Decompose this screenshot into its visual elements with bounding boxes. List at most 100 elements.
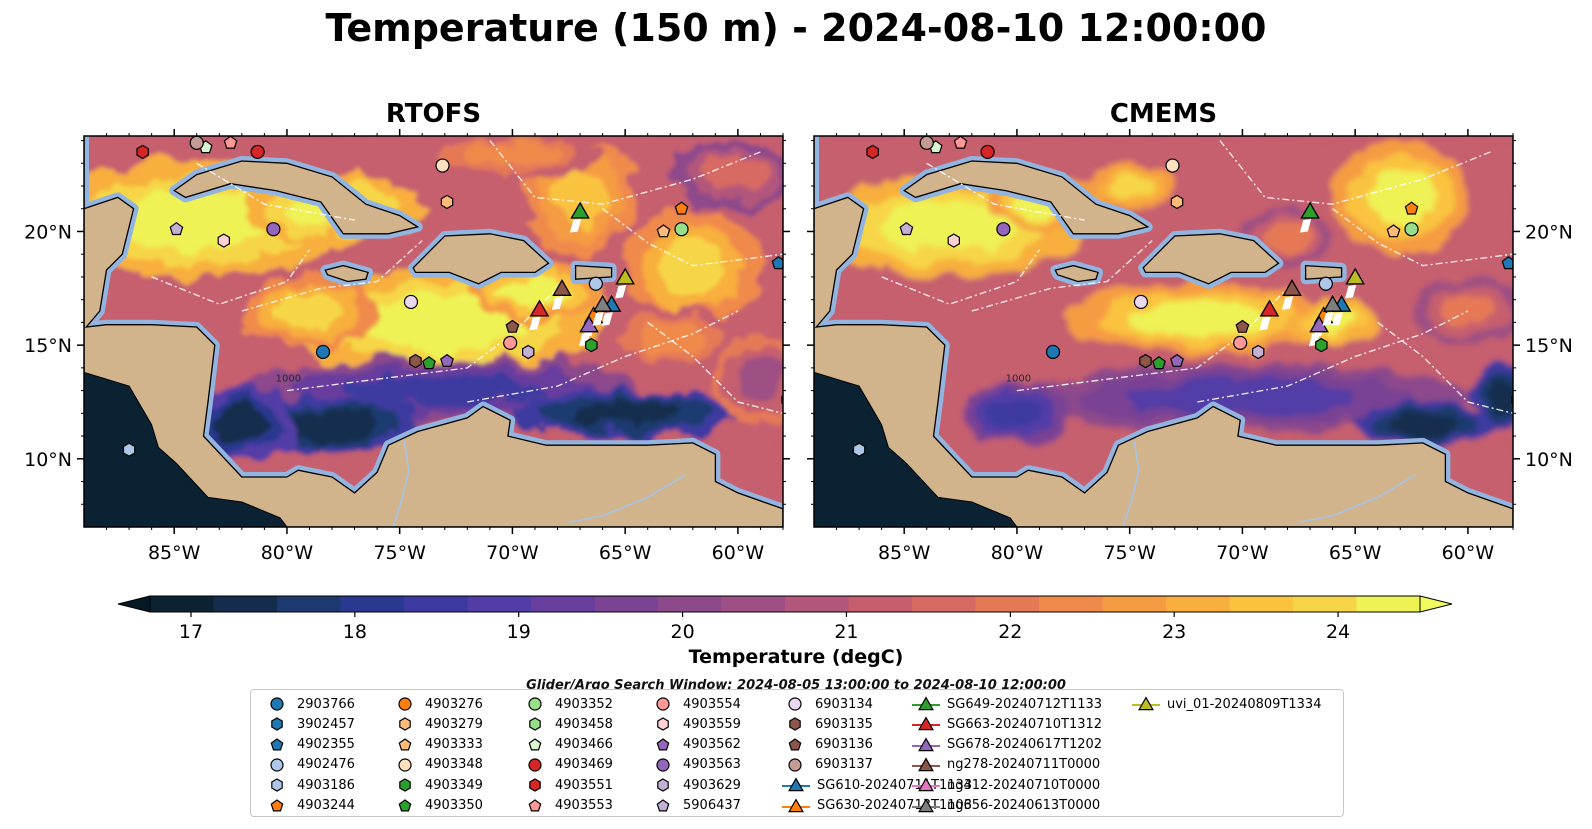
legend-label: 4903350	[425, 798, 483, 813]
float-marker	[409, 353, 422, 369]
legend-circle-icon	[398, 758, 412, 772]
colorbar-extend-low	[117, 595, 151, 613]
legend-hexagon-icon	[657, 717, 669, 731]
legend-item: SG649-20240712T1133	[911, 694, 1102, 714]
legend-label: 4903333	[425, 737, 483, 753]
float-marker	[1235, 319, 1250, 333]
land-hispaniola	[1142, 233, 1280, 285]
legend-label: 4903279	[425, 716, 483, 732]
legend-marker-icon	[912, 797, 940, 812]
colorbar-bin	[1229, 596, 1294, 612]
legend-item: SG630-20240713T1103	[781, 796, 972, 816]
float-marker	[315, 344, 331, 360]
legend-label: 4903562	[683, 737, 741, 753]
glider-marker	[1345, 267, 1365, 285]
float-marker	[1404, 201, 1419, 215]
legend-label: 5906437	[683, 798, 741, 813]
colorbar-bin	[340, 596, 405, 612]
float-marker	[947, 233, 961, 248]
lat-tick-label: 20°N	[24, 221, 72, 243]
legend-item: 6903135	[781, 714, 873, 734]
map-frame	[83, 135, 784, 528]
colorbar-bin	[912, 596, 976, 612]
legend-label: 4903352	[555, 696, 613, 712]
colorbar: 17 18 19 20 21 22 23 24	[117, 595, 1453, 643]
float-marker	[505, 319, 520, 333]
float-marker	[919, 136, 934, 150]
legend-hexagon-icon	[399, 717, 411, 731]
legend-item: 4903629	[649, 775, 741, 795]
lon-tick-label: 65°W	[1329, 542, 1382, 564]
legend-pentagon-icon	[270, 798, 284, 811]
lon-tick-label: 60°W	[712, 542, 765, 564]
legend-label: 2903766	[297, 696, 355, 712]
legend-marker-icon	[270, 697, 284, 711]
float-marker	[1165, 158, 1180, 173]
legend-label: SG610-20240711T1133	[817, 777, 973, 793]
glider-marker	[552, 278, 572, 296]
legend-marker-icon	[398, 758, 412, 772]
legend-item: 4903186	[263, 775, 355, 795]
legend-item: 4903553	[521, 796, 613, 816]
legend-glider-icon	[1138, 696, 1154, 711]
legend-marker-icon	[912, 757, 940, 772]
legend-marker-icon	[398, 798, 412, 811]
legend-item: 4902355	[263, 735, 355, 755]
colorbar-bin	[150, 596, 214, 612]
legend-hexagon-icon	[789, 717, 801, 731]
map-figure: 1000 85°W 80°W 75°W 70°W 65°W 60°W 20°N 15°N 10°N…	[24, 129, 1573, 643]
legend-circle-icon	[270, 758, 284, 772]
legend: 2903766 3902457 4902355 4902476 4903186 49032…	[250, 689, 1344, 817]
colorbar-tick-label: 17	[179, 621, 203, 643]
legend-label: SG630-20240713T1103	[817, 798, 973, 813]
legend-glider-icon	[918, 757, 934, 772]
colorbar-tick-label: 22	[998, 621, 1022, 643]
colorbar-bin	[277, 596, 341, 612]
legend-pentagon-icon	[270, 737, 284, 751]
colorbar-tick-label: 21	[834, 621, 858, 643]
colorbar-tick-label: 23	[1162, 621, 1186, 643]
legend-marker-icon	[912, 716, 940, 731]
legend-label: 4903554	[683, 696, 741, 712]
legend-item: 6903136	[781, 735, 873, 755]
float-marker	[980, 144, 995, 160]
lon-tick-label: 80°W	[261, 542, 314, 564]
legend-label: 4903276	[425, 696, 483, 712]
legend-label: 4903244	[297, 798, 355, 813]
float-marker	[899, 221, 914, 236]
legend-marker-icon	[912, 696, 940, 711]
colorbar-tick-label: 24	[1326, 621, 1350, 643]
colorbar-tick-label: 19	[507, 621, 531, 643]
legend-item: 4903562	[649, 735, 741, 755]
lon-tick-label: 70°W	[1216, 542, 1269, 564]
colorbar-tick-label: 18	[343, 621, 367, 643]
legend-marker-icon	[528, 697, 542, 711]
float-marker	[1133, 294, 1149, 310]
legend-marker-icon	[399, 778, 411, 792]
legend-label: 6903136	[815, 737, 873, 753]
legend-item: 4903458	[521, 714, 613, 734]
legend-label: ng412-20240710T0000	[947, 777, 1101, 793]
isobath-label: 1000	[276, 374, 301, 385]
legend-pentagon-icon	[398, 737, 412, 751]
legend-glider-icon	[918, 716, 934, 731]
legend-circle-icon	[788, 758, 802, 772]
float-marker	[1139, 353, 1152, 369]
lon-tick-label: 85°W	[148, 542, 201, 564]
float-marker	[189, 136, 204, 150]
legend-hexagon-icon	[399, 778, 411, 792]
legend-label: ng278-20240711T0000	[947, 757, 1101, 773]
legend-item: 4903279	[391, 714, 483, 734]
float-marker	[1170, 353, 1184, 367]
float-marker	[422, 356, 436, 370]
legend-glider-icon	[918, 696, 934, 711]
float-marker	[674, 222, 689, 237]
legend-item: 4903348	[391, 755, 483, 775]
legend-label: 4903469	[555, 757, 613, 773]
legend-marker-icon	[1132, 696, 1160, 711]
float-marker	[1501, 256, 1513, 270]
float-marker	[1386, 224, 1401, 238]
legend-marker-icon	[528, 737, 542, 751]
legend-label: SG663-20240710T1312	[947, 716, 1103, 732]
colorbar-bin	[1102, 596, 1167, 612]
